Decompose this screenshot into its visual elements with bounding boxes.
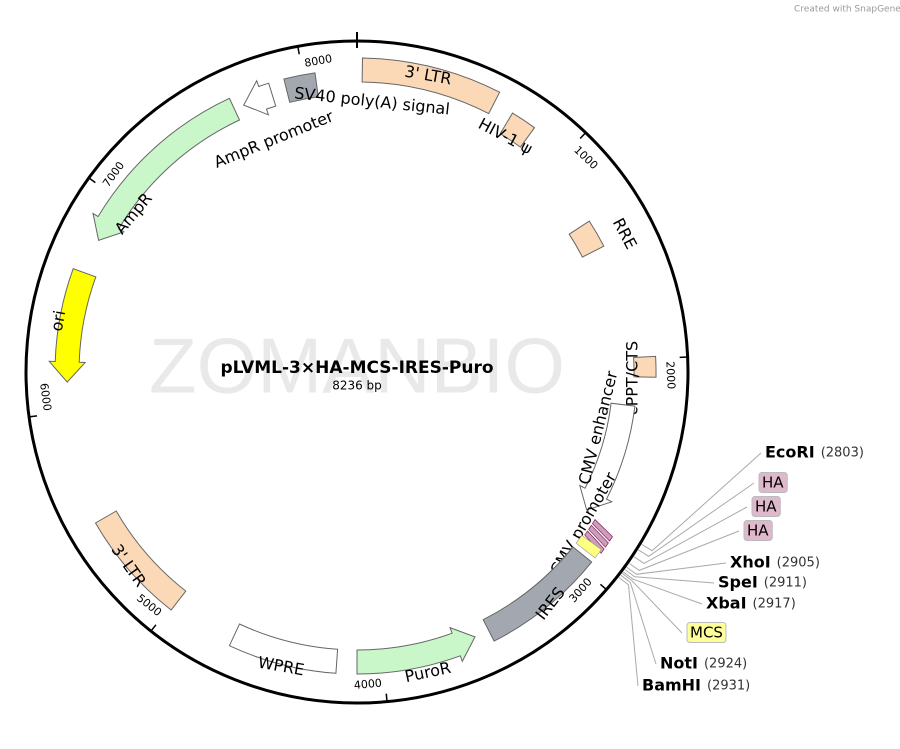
feature xyxy=(569,221,604,257)
site-label: SpeI xyxy=(718,573,758,592)
tick-mark xyxy=(600,584,606,589)
plasmid-length: 8236 bp xyxy=(332,379,382,393)
feature-label: HIV-1 ψ xyxy=(475,114,535,158)
site-leader xyxy=(622,573,682,633)
site-label: MCS xyxy=(690,624,723,642)
site-position: (2917) xyxy=(753,597,796,612)
site-label: HA xyxy=(762,474,784,492)
tick-label: 1000 xyxy=(571,143,600,172)
site-label: XhoI xyxy=(730,553,771,572)
tick-label: 6000 xyxy=(37,382,54,412)
tick-label: 8000 xyxy=(303,52,333,70)
site-label: EcoRI xyxy=(765,443,815,462)
tick-label: 2000 xyxy=(663,361,677,390)
site-label: NotI xyxy=(660,654,698,673)
feature-label: ori xyxy=(47,309,69,333)
site-label: HA xyxy=(747,522,769,540)
site-leader xyxy=(629,531,739,570)
plasmid-name: pLVML-3×HA-MCS-IRES-Puro xyxy=(220,358,493,378)
site-label: HA xyxy=(755,498,777,516)
site-position: (2803) xyxy=(821,446,864,461)
site-position: (2905) xyxy=(777,556,820,571)
site-label: XbaI xyxy=(706,594,747,613)
site-leader xyxy=(621,575,656,664)
feature-label: RRE xyxy=(609,215,641,252)
site-label: BamHI xyxy=(642,676,701,695)
site-position: (2931) xyxy=(707,679,750,694)
site-position: (2924) xyxy=(704,657,747,672)
tick-mark xyxy=(386,694,387,702)
site-leader xyxy=(619,577,638,686)
tick-mark xyxy=(151,625,156,631)
feature xyxy=(244,81,276,115)
site-position: (2911) xyxy=(764,576,807,591)
tick-label: 4000 xyxy=(353,677,382,692)
site-leader xyxy=(642,453,761,551)
site-leader xyxy=(627,563,726,574)
tick-mark xyxy=(89,178,95,183)
tick-mark xyxy=(580,133,586,139)
credit: Created with SnapGene® xyxy=(794,5,900,15)
site-leader xyxy=(638,483,754,556)
feature-label: cPPT/CTS xyxy=(623,341,642,415)
